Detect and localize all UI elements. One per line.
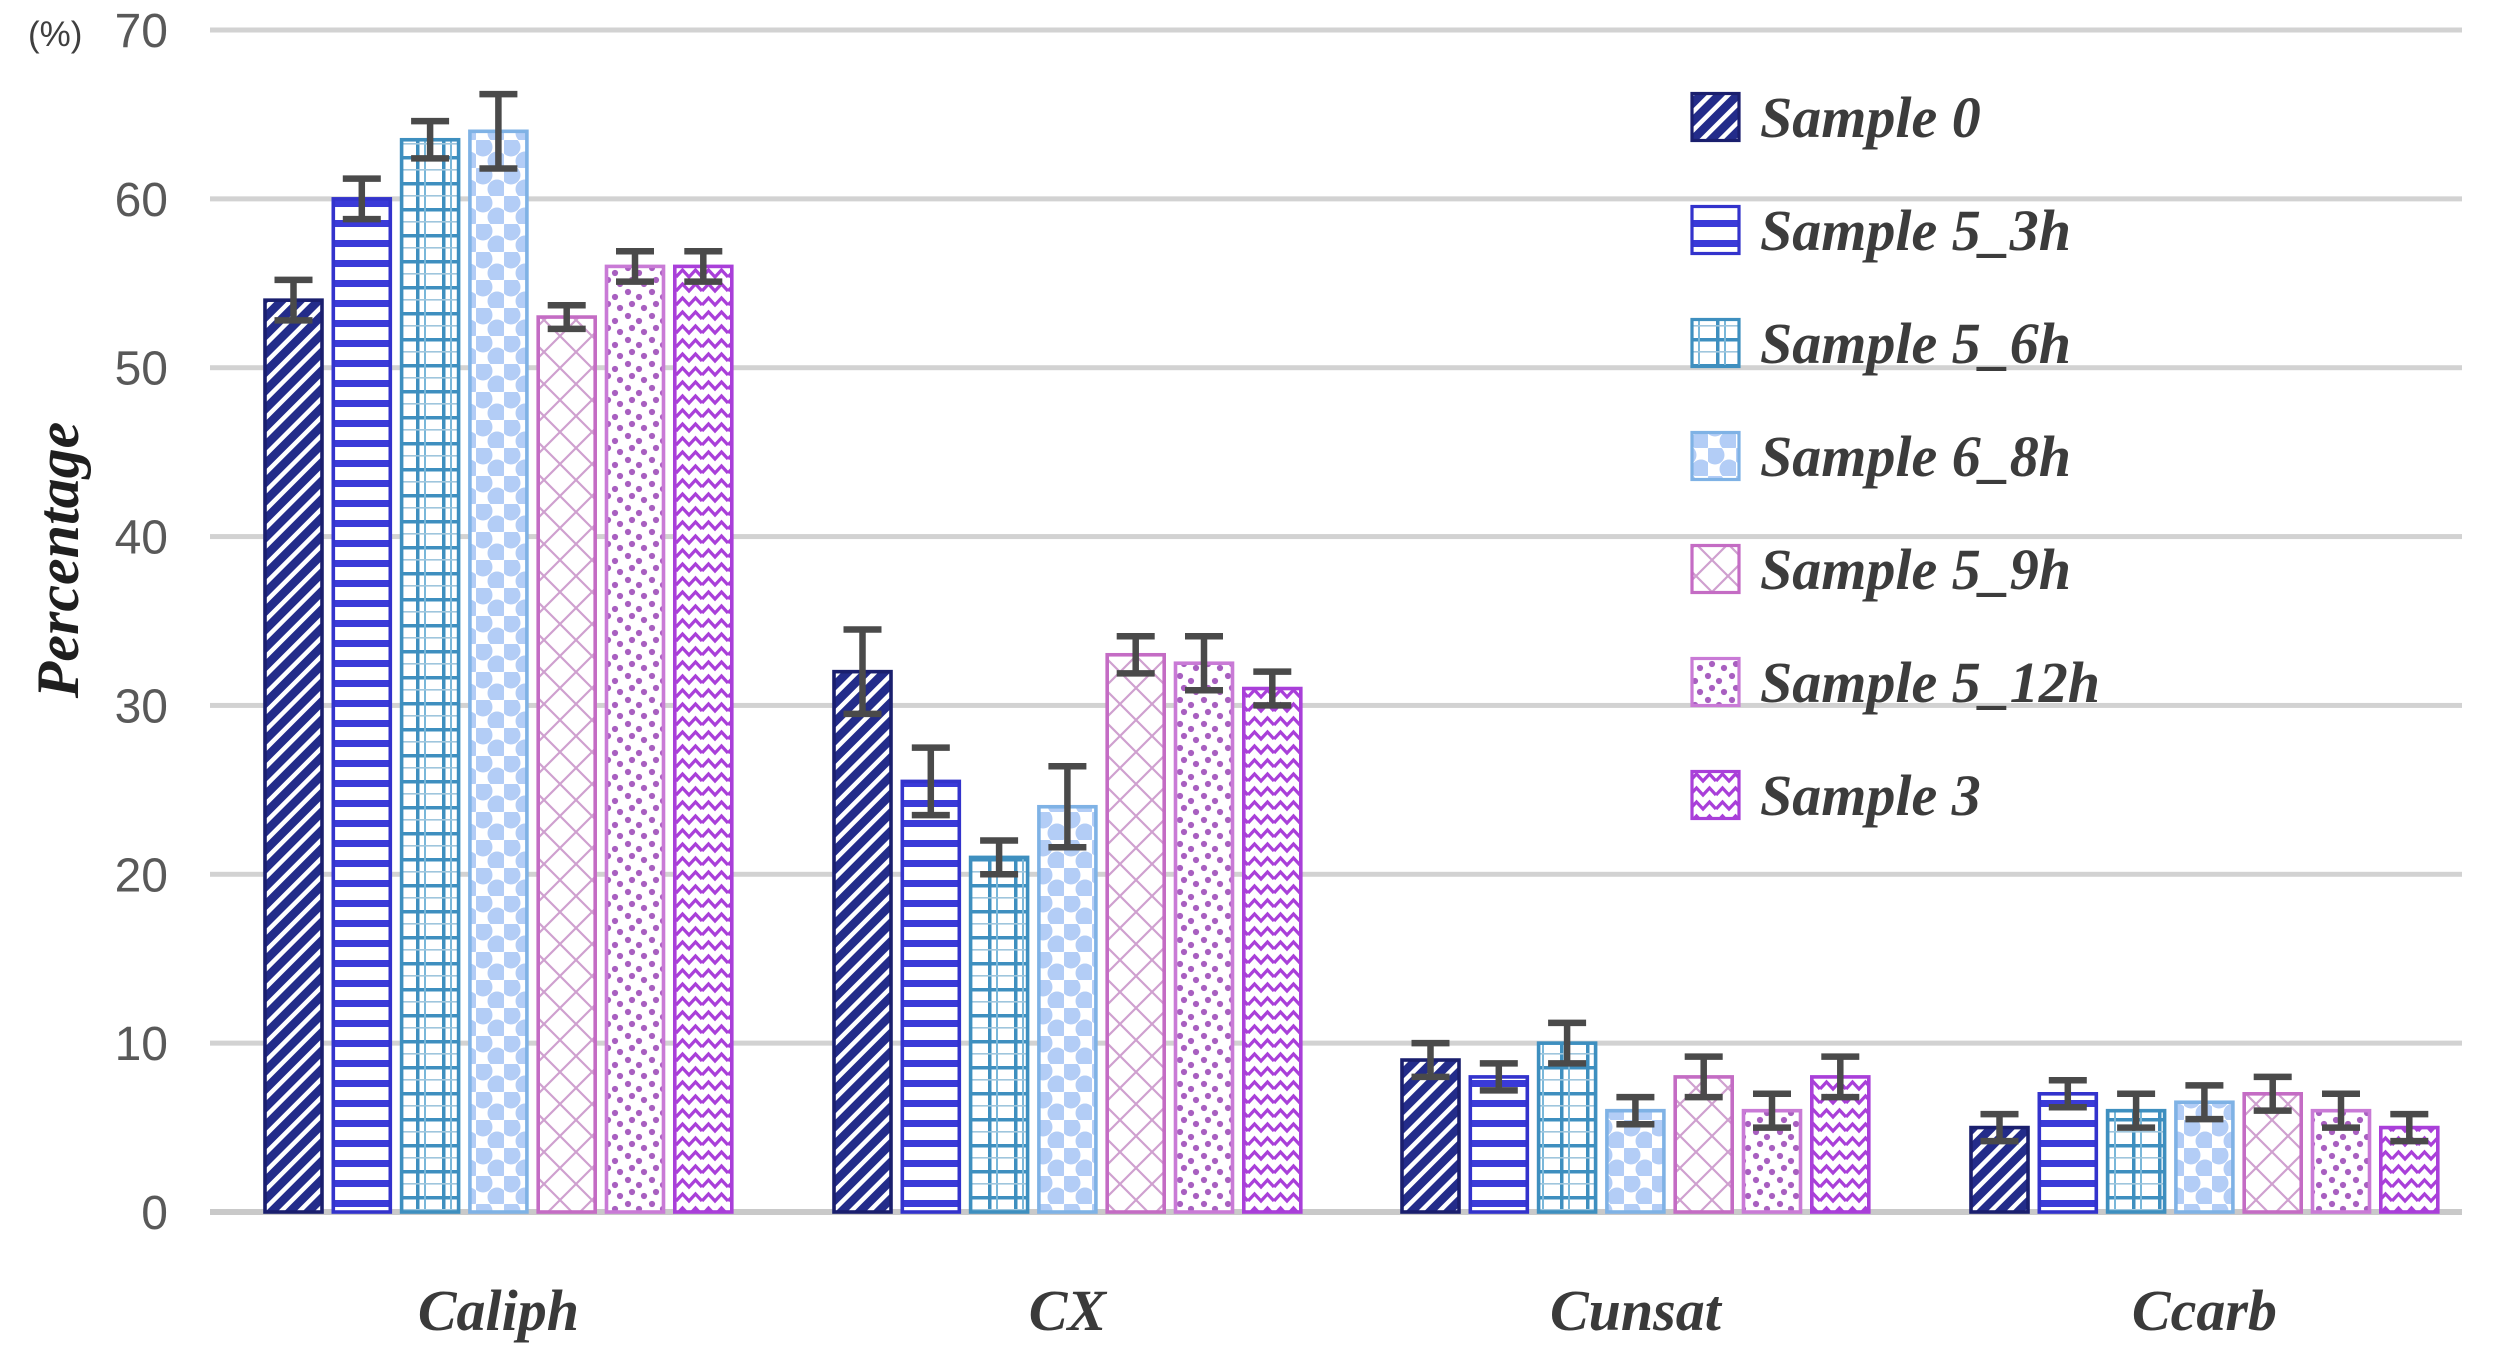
legend-item-sample-5_12h: Sample 5_12h: [1690, 650, 2100, 715]
error-bar-sample-0-ccarb: [1980, 1110, 2019, 1145]
y-tick-label-0: 0: [141, 1187, 168, 1240]
error-bar-sample-5_3h-caliph: [342, 175, 381, 223]
x-axis-baseline: [210, 1209, 2462, 1215]
gridline-20: [210, 871, 2462, 877]
gridline-30: [210, 702, 2462, 708]
bar-sample-5_6h-caliph: [399, 137, 461, 1214]
category-label-ccarb: Ccarb: [2132, 1278, 2277, 1343]
error-bar-sample-5_12h-cx: [1185, 632, 1223, 694]
legend-item-sample-5_9h: Sample 5_9h: [1690, 537, 2071, 602]
error-bar-sample-5_9h-cx: [1116, 632, 1155, 677]
error-bar-sample-5_3h-cx: [911, 744, 950, 819]
bar-sample-5_9h-cx: [1105, 652, 1166, 1214]
bar-sample-5_3h-caliph: [331, 197, 393, 1214]
gridlines-layer: [210, 27, 2462, 1215]
error-bar-sample-5_3h-ccarb: [2048, 1077, 2087, 1111]
legend-label: Sample 5_12h: [1760, 650, 2100, 715]
error-bar-sample-5_12h-cunsat: [1753, 1090, 1791, 1131]
gridline-70: [210, 27, 2462, 33]
legend-label: Sample 6_8h: [1760, 424, 2071, 489]
error-bar-sample-5_12h-ccarb: [2322, 1090, 2360, 1131]
y-tick-label-60: 60: [115, 174, 168, 227]
error-bar-sample-6_8h-cx: [1048, 762, 1087, 851]
legend-item-sample-3: Sample 3: [1690, 763, 1981, 828]
bar-sample-5_12h-cx: [1173, 661, 1235, 1214]
bar-sample-5_6h-cx: [968, 855, 1030, 1214]
bar-sample-5_9h-caliph: [536, 315, 598, 1214]
error-bar-sample-6_8h-caliph: [479, 90, 518, 172]
legend-swatch-chevron: [1690, 769, 1741, 821]
error-bar-sample-5_6h-cunsat: [1548, 1019, 1587, 1067]
error-bar-sample-5_6h-cx: [980, 837, 1019, 878]
bar-sample-5_3h-cx: [900, 779, 962, 1214]
bars-layer: [263, 129, 2440, 1214]
y-tick-label-70: 70: [115, 5, 168, 58]
y-tick-label-10: 10: [115, 1018, 168, 1071]
legend-layer: Sample 0 Sample 5_3h Sample 5_6h Sample 6_8…: [1690, 85, 2100, 828]
bar-sample-6_8h-caliph: [468, 129, 529, 1214]
error-bar-sample-0-caliph: [274, 276, 313, 324]
legend-swatch-horizontal-stripes: [1690, 204, 1741, 256]
bar-sample-3-caliph: [672, 264, 734, 1214]
legend-swatch-crosshatch: [1690, 543, 1741, 595]
gridline-10: [210, 1040, 2462, 1046]
error-bar-sample-6_8h-cunsat: [1616, 1093, 1655, 1128]
category-label-cunsat: Cunsat: [1550, 1278, 1723, 1343]
bar-sample-5_3h-ccarb: [2037, 1092, 2099, 1214]
error-bar-sample-3-ccarb: [2390, 1110, 2429, 1145]
y-tick-label-40: 40: [115, 512, 168, 565]
error-bar-sample-5_9h-caliph: [547, 301, 586, 333]
bar-sample-5_6h-cunsat: [1536, 1041, 1598, 1214]
error-bar-sample-5_9h-ccarb: [2253, 1073, 2292, 1114]
legend-label: Sample 5_3h: [1760, 198, 2071, 263]
bar-sample-0-cx: [832, 669, 893, 1214]
bar-sample-3-cx: [1242, 686, 1303, 1214]
y-tick-label-30: 30: [115, 680, 168, 733]
error-bar-sample-5_9h-cunsat: [1684, 1053, 1723, 1101]
category-label-cx: CX: [1029, 1278, 1108, 1343]
error-bar-sample-5_6h-ccarb: [2117, 1090, 2156, 1131]
bar-sample-5_3h-cunsat: [1468, 1075, 1530, 1214]
legend-swatch-scatter-dots: [1690, 656, 1741, 708]
error-bars-layer: [274, 90, 2429, 1145]
error-bar-sample-3-cunsat: [1821, 1053, 1860, 1101]
error-bar-sample-5_3h-cunsat: [1479, 1060, 1518, 1094]
legend-item-sample-0: Sample 0: [1690, 85, 1981, 150]
legend-label: Sample 0: [1760, 85, 1981, 150]
gridline-60: [210, 196, 2462, 202]
y-tick-label-20: 20: [115, 849, 168, 902]
y-tick-label-50: 50: [115, 343, 168, 396]
error-bar-sample-5_6h-caliph: [411, 117, 450, 162]
category-label-caliph: Caliph: [418, 1278, 579, 1343]
legend-label: Sample 3: [1760, 763, 1981, 828]
legend-swatch-grid: [1690, 317, 1741, 369]
bar-sample-5_12h-caliph: [604, 264, 666, 1214]
legend-swatch-diagonal-stripes: [1690, 91, 1741, 143]
legend-item-sample-6_8h: Sample 6_8h: [1690, 424, 2071, 489]
legend-item-sample-5_3h: Sample 5_3h: [1690, 198, 2071, 263]
gridline-50: [210, 365, 2462, 371]
error-bar-sample-0-cx: [843, 626, 882, 718]
gridline-40: [210, 534, 2462, 540]
error-bar-sample-3-cx: [1253, 668, 1292, 709]
error-bar-sample-5_12h-caliph: [616, 247, 654, 285]
axis-labels-layer: 0 10 20 30 40 50 60 70 Caliph CX Cunsat Ccarb: [115, 5, 2277, 1343]
legend-label: Sample 5_6h: [1760, 311, 2071, 376]
legend-swatch-diamond-dots: [1690, 430, 1741, 482]
bar-sample-0-cunsat: [1400, 1058, 1461, 1214]
y-axis-title: Percentage: [25, 422, 91, 700]
error-bar-sample-3-caliph: [684, 247, 723, 285]
error-bar-sample-0-cunsat: [1411, 1039, 1450, 1081]
bar-sample-6_8h-cunsat: [1605, 1108, 1666, 1214]
bar-sample-6_8h-cx: [1037, 804, 1098, 1214]
bar-sample-0-caliph: [263, 298, 324, 1214]
y-axis-unit-label: (%): [28, 15, 82, 54]
error-bar-sample-6_8h-ccarb: [2185, 1082, 2224, 1123]
legend-label: Sample 5_9h: [1760, 537, 2071, 602]
legend-item-sample-5_6h: Sample 5_6h: [1690, 311, 2071, 376]
